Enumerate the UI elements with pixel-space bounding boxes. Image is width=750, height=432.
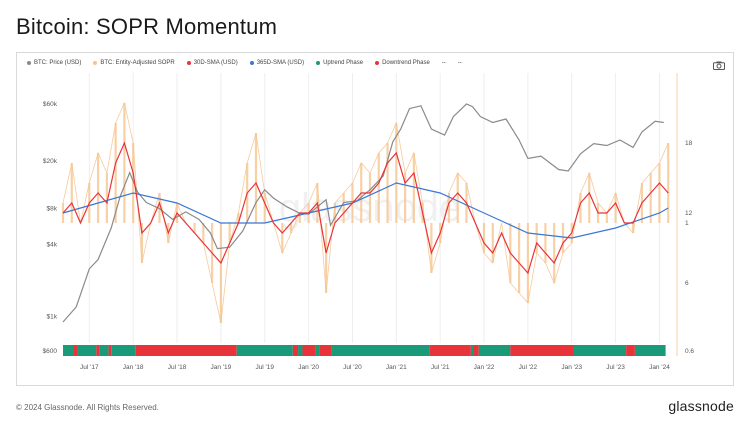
chart-panel: BTC: Price (USD) BTC: Entity-Adjusted SO… (16, 52, 734, 386)
phase-segment (634, 345, 666, 356)
phase-segment (302, 345, 316, 356)
x-tick-label: Jan '19 (211, 364, 232, 371)
camera-icon[interactable] (713, 61, 725, 70)
phase-segment (298, 345, 303, 356)
phase-segment (77, 345, 97, 356)
y-right-tick-label: 12 (685, 210, 693, 217)
phase-segment (135, 345, 237, 356)
x-tick-label: Jan '23 (561, 364, 582, 371)
phase-segment (96, 345, 100, 356)
series-365d-sma-line (62, 182, 669, 239)
legend-swatch-365d (249, 61, 254, 65)
x-tick-label: Jul '17 (80, 364, 99, 371)
x-tick-label: Jul '18 (168, 364, 187, 371)
legend-swatch-sopr (93, 61, 98, 65)
y-right-tick-label: 18 (685, 140, 693, 147)
phase-segment (429, 345, 471, 356)
legend-swatch-uptrend (316, 61, 321, 65)
y-left-tick-label: $8k (47, 206, 58, 213)
copyright-text: © 2024 Glassnode. All Rights Reserved. (16, 403, 159, 412)
phase-segment (108, 345, 112, 356)
phase-segment (573, 345, 627, 356)
legend-item-365d[interactable]: 365D-SMA (USD) (249, 60, 305, 66)
phase-segment (626, 345, 635, 356)
y-right-tick-label: 0.6 (685, 348, 694, 355)
phase-segment (111, 345, 136, 356)
legend-item-extra-1[interactable]: -- (442, 60, 446, 66)
legend-item-extra-2[interactable]: -- (458, 60, 462, 66)
phase-segment (73, 345, 78, 356)
legend-item-downtrend[interactable]: Downtrend Phase (375, 60, 430, 66)
legend-label-sopr: BTC: Entity-Adjusted SOPR (100, 60, 175, 66)
x-tick-label: Jan '22 (474, 364, 495, 371)
phase-segment (510, 345, 574, 356)
x-tick-label: Jan '18 (123, 364, 144, 371)
legend-item-30d[interactable]: 30D-SMA (USD) (186, 60, 238, 66)
y-left-tick-label: $600 (43, 348, 58, 355)
phase-segment (319, 345, 332, 356)
phase-segment (63, 345, 74, 356)
phase-segment (478, 345, 511, 356)
legend-label-extra-2: -- (457, 60, 462, 66)
legend-label-30d: 30D-SMA (USD) (193, 60, 238, 66)
glassnode-logo: glassnode (668, 398, 734, 414)
x-tick-label: Jul '22 (519, 364, 538, 371)
legend-label-price: BTC: Price (USD) (34, 60, 82, 66)
y-left-tick-label: $4k (47, 242, 58, 249)
phase-segment (315, 345, 320, 356)
phase-segment (473, 345, 479, 356)
series-30d-sma-line (62, 141, 669, 275)
x-tick-label: Jul '23 (606, 364, 625, 371)
y-right-tick-label: 6 (685, 280, 689, 287)
legend-label-extra-1: -- (441, 60, 446, 66)
x-tick-label: Jul '21 (431, 364, 450, 371)
phase-segment (236, 345, 293, 356)
chart-legend: BTC: Price (USD) BTC: Entity-Adjusted SO… (27, 60, 462, 66)
legend-label-uptrend: Uptrend Phase (323, 60, 364, 66)
x-tick-label: Jan '20 (298, 364, 319, 371)
page-title: Bitcoin: SOPR Momentum (16, 14, 278, 39)
legend-swatch-30d (186, 61, 191, 65)
y-right-tick-label: 1 (685, 220, 689, 227)
y-left-tick-label: $1k (47, 313, 58, 320)
phase-segment (470, 345, 474, 356)
legend-item-uptrend[interactable]: Uptrend Phase (316, 60, 363, 66)
x-tick-label: Jan '21 (386, 364, 407, 371)
phase-segment (99, 345, 109, 356)
legend-item-sopr[interactable]: BTC: Entity-Adjusted SOPR (93, 60, 175, 66)
x-tick-label: Jul '19 (255, 364, 274, 371)
y-left-tick-label: $20k (43, 158, 58, 165)
legend-label-365d: 365D-SMA (USD) (256, 60, 305, 66)
legend-label-downtrend: Downtrend Phase (382, 60, 430, 66)
legend-swatch-price (27, 61, 31, 65)
x-tick-label: Jul '20 (343, 364, 362, 371)
phase-segment (331, 345, 430, 356)
legend-swatch-downtrend (375, 61, 380, 65)
x-tick-label: Jan '24 (649, 364, 670, 371)
sopr-chart: glassnode$600$1k$4k$8k$20k$60k0.6161218J… (43, 73, 694, 371)
legend-item-price[interactable]: BTC: Price (USD) (27, 60, 81, 66)
phase-segment (292, 345, 299, 356)
y-left-tick-label: $60k (43, 101, 58, 108)
